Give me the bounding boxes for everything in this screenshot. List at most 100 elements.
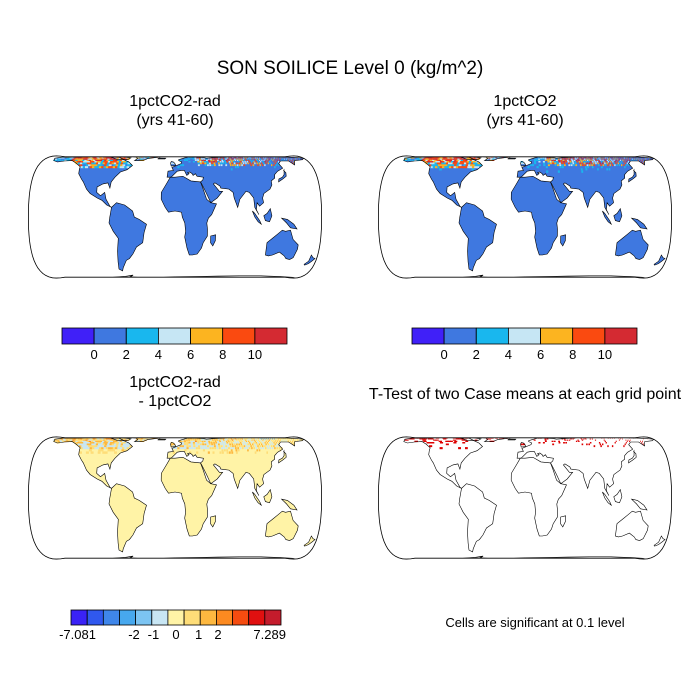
grid-cell <box>493 156 496 158</box>
coastline-uk <box>170 161 177 167</box>
grid-cell <box>578 440 580 442</box>
grid-cell <box>423 440 427 442</box>
grid-cell <box>108 447 111 450</box>
grid-cell <box>561 162 563 165</box>
grid-cell <box>98 447 102 450</box>
grid-cell <box>213 443 216 446</box>
grid-cell <box>463 164 467 167</box>
grid-cell <box>121 447 125 450</box>
grid-cell <box>184 442 187 444</box>
grid-cell <box>197 164 200 167</box>
grid-cell <box>432 159 436 161</box>
grid-cell <box>474 158 478 160</box>
grid-cell <box>273 442 275 444</box>
grid-cell <box>490 157 494 159</box>
grid-cell <box>438 164 442 167</box>
grid-cell <box>98 158 102 160</box>
grid-cell <box>252 164 255 167</box>
grid-cell <box>125 443 128 446</box>
grid-cell <box>588 156 590 158</box>
grid-cell <box>272 437 274 439</box>
grid-cell <box>279 440 280 442</box>
grid-cell <box>63 439 68 441</box>
grid-cell <box>85 158 89 160</box>
grid-cell <box>75 159 79 161</box>
grid-cell <box>120 164 123 167</box>
grid-cell <box>645 158 646 160</box>
grid-cell <box>602 162 604 165</box>
grid-cell <box>592 156 594 158</box>
grid-cell <box>448 161 452 163</box>
grid-cell <box>262 161 264 163</box>
coastline-japan <box>278 449 287 464</box>
grid-cell <box>231 451 234 454</box>
grid-cell <box>262 442 264 444</box>
grid-cell <box>217 442 220 444</box>
grid-cell <box>92 445 96 448</box>
grid-cell <box>213 442 215 444</box>
grid-cell <box>75 162 79 165</box>
grid-cell <box>431 161 435 163</box>
grid-cell <box>230 159 232 161</box>
grid-cell <box>456 159 460 161</box>
grid-cell <box>220 439 223 441</box>
grid-cell <box>81 442 85 444</box>
grid-cell <box>620 437 622 439</box>
grid-cell <box>117 166 121 169</box>
coastline-australia <box>265 510 299 541</box>
grid-cell <box>581 170 584 173</box>
grid-cell <box>245 156 247 158</box>
grid-cell <box>98 449 102 452</box>
grid-cell <box>222 438 224 440</box>
grid-cell <box>107 156 111 158</box>
grid-cell <box>580 437 582 439</box>
grid-cell <box>108 159 112 161</box>
grid-cell <box>246 447 249 450</box>
grid-cell <box>244 158 247 160</box>
grid-cell <box>94 161 98 163</box>
grid-cell <box>115 166 118 169</box>
grid-cell <box>293 442 295 444</box>
grid-cell <box>107 449 111 452</box>
grid-cell <box>275 442 277 444</box>
grid-cell <box>557 164 559 167</box>
panel-1-title-line1: 1pctCO2-rad <box>129 93 221 110</box>
grid-cell <box>183 439 186 441</box>
grid-cell <box>226 161 229 163</box>
grid-cell <box>218 439 221 441</box>
grid-cell <box>410 438 415 440</box>
grid-cell <box>118 162 122 165</box>
grid-cell <box>218 445 221 448</box>
grid-cell <box>647 158 648 160</box>
grid-cell <box>238 439 240 441</box>
colorbar-3-tick: 2 <box>214 627 221 642</box>
coastline-africa <box>510 456 567 537</box>
grid-cell <box>225 440 228 442</box>
grid-cell <box>226 157 229 159</box>
grid-cell <box>252 443 254 446</box>
grid-cell <box>281 159 282 161</box>
grid-cell <box>205 439 208 441</box>
grid-cell <box>141 156 144 158</box>
grid-cell <box>608 162 610 165</box>
grid-cell <box>602 159 604 161</box>
grid-cell <box>235 438 237 440</box>
grid-cell <box>181 443 184 446</box>
grid-cell <box>272 440 274 442</box>
grid-cell <box>617 159 619 161</box>
grid-cell <box>568 164 571 167</box>
grid-cell <box>71 438 76 440</box>
coastline-sumatra <box>602 491 613 507</box>
grid-cell <box>551 158 553 160</box>
grid-cell <box>104 440 108 442</box>
grid-cell <box>259 445 261 448</box>
grid-cell <box>195 443 198 446</box>
grid-cell <box>467 159 471 161</box>
grid-cell <box>101 447 105 450</box>
grid-cell <box>430 157 434 159</box>
grid-cell <box>140 438 144 440</box>
grid-cell <box>264 439 266 441</box>
colorbar-box <box>151 609 169 626</box>
grid-cell <box>107 443 111 446</box>
grid-cell <box>259 157 260 159</box>
